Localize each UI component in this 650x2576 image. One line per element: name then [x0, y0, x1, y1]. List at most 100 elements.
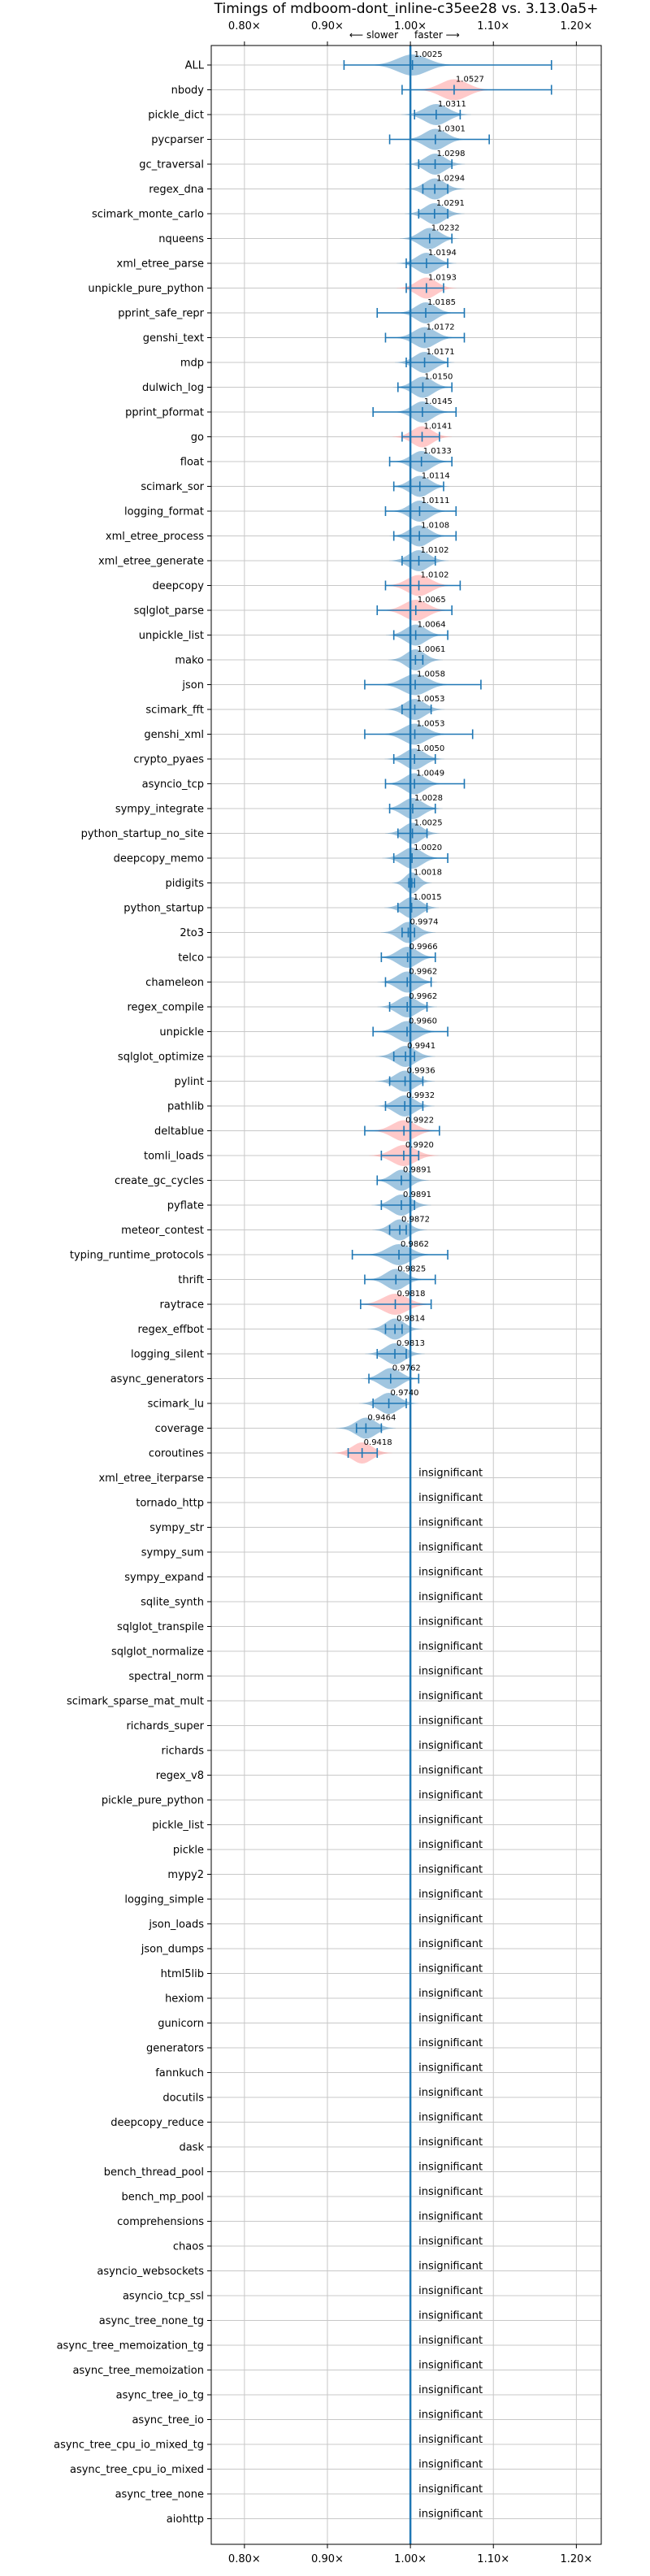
insignificant-label: insignificant: [418, 2360, 483, 2372]
value-label: 1.0291: [436, 199, 465, 208]
benchmark-label: deltablue: [154, 1125, 204, 1138]
value-label: 1.0050: [416, 744, 444, 753]
benchmark-label: pylint: [174, 1076, 204, 1088]
insignificant-label: insignificant: [418, 2013, 483, 2025]
benchmark-label: sqlite_synth: [141, 1597, 204, 1609]
benchmark-label: gunicorn: [158, 2018, 204, 2030]
benchmark-label: pathlib: [167, 1101, 204, 1113]
value-label: 1.0053: [417, 695, 445, 704]
insignificant-label: insignificant: [418, 1789, 483, 1802]
value-label: 1.0018: [414, 869, 442, 878]
insignificant-label: insignificant: [418, 2459, 483, 2471]
benchmark-label: richards: [162, 1746, 205, 1758]
value-label: 0.9920: [405, 1141, 434, 1150]
x-tick-label-top: 1.20×: [560, 20, 592, 33]
benchmark-label: async_tree_io_tg: [116, 2390, 204, 2402]
benchmark-label: scimark_monte_carlo: [92, 209, 204, 221]
value-label: 0.9818: [397, 1290, 426, 1299]
benchmark-label: coverage: [155, 1423, 204, 1435]
insignificant-label: insignificant: [418, 2434, 483, 2446]
benchmark-label: tornado_http: [136, 1498, 204, 1510]
benchmark-label: xml_etree_parse: [117, 258, 204, 271]
benchmark-label: pickle_pure_python: [102, 1795, 204, 1807]
value-label: 0.9960: [409, 1017, 437, 1026]
value-label: 0.9891: [403, 1166, 431, 1175]
benchmark-label: xml_etree_iterparse: [98, 1472, 204, 1485]
insignificant-label: insignificant: [418, 1815, 483, 1827]
insignificant-label: insignificant: [418, 2409, 483, 2422]
value-label: 1.0301: [437, 125, 466, 134]
value-label: 1.0053: [417, 720, 445, 729]
insignificant-label: insignificant: [418, 2087, 483, 2099]
value-label: 1.0232: [431, 224, 460, 233]
benchmark-label: deepcopy_memo: [114, 853, 204, 865]
plot-frame: [210, 45, 602, 2545]
insignificant-label: insignificant: [418, 1468, 483, 1480]
benchmark-label: coroutines: [149, 1448, 204, 1460]
value-label: 1.0049: [416, 770, 444, 778]
benchmark-label: gc_traversal: [139, 159, 204, 171]
benchmark-label: json_loads: [148, 1919, 204, 1931]
benchmark-label: mypy2: [167, 1869, 204, 1881]
benchmark-labels: ALL nbody pickle_dict pycparser gc_traversal…: [54, 50, 484, 2526]
value-label: 0.9464: [367, 1414, 396, 1423]
insignificant-label: insignificant: [418, 1864, 483, 1876]
insignificant-label: insignificant: [418, 1715, 483, 1728]
insignificant-label: insignificant: [418, 1542, 483, 1554]
value-label: 0.9825: [397, 1265, 426, 1274]
benchmark-label: async_generators: [110, 1373, 205, 1386]
benchmark-label: logging_format: [124, 506, 204, 518]
x-tick-label-top: 0.80×: [228, 20, 261, 33]
benchmark-label: thrift: [178, 1274, 204, 1286]
insignificant-label: insignificant: [418, 2335, 483, 2347]
x-axis-ticks: 0.80× 0.80× 0.90× 0.90× 1.00× 1.00× 1.10× 1.10×…: [207, 20, 592, 2565]
benchmark-label: regex_v8: [156, 1770, 204, 1782]
value-label: 0.9962: [409, 992, 437, 1001]
benchmark-label: hexiom: [165, 1993, 204, 2006]
benchmark-label: pickle_list: [152, 1819, 204, 1832]
benchmark-label: unpickle_pure_python: [88, 283, 204, 295]
value-label: 1.0102: [421, 571, 449, 580]
value-label: 1.0065: [418, 596, 446, 605]
insignificant-label: insignificant: [418, 1641, 483, 1653]
chart-title: Timings of mdboom-dont_inline-c35ee28 vs…: [214, 1, 599, 17]
insignificant-label: insignificant: [418, 1765, 483, 1777]
insignificant-label: insignificant: [418, 2509, 483, 2521]
benchmark-label: chameleon: [145, 977, 204, 989]
value-label: 0.9966: [410, 943, 438, 952]
benchmark-label: genshi_text: [143, 332, 204, 345]
benchmark-label: async_tree_io: [132, 2414, 204, 2426]
benchmark-label: pyflate: [167, 1200, 204, 1212]
value-label: 1.0294: [436, 175, 465, 184]
value-label: 1.0193: [428, 274, 457, 283]
insignificant-label: insignificant: [418, 2483, 483, 2496]
value-label: 1.0102: [421, 546, 449, 555]
insignificant-label: insignificant: [418, 2062, 483, 2075]
value-label: 0.9962: [409, 968, 437, 977]
insignificant-label: insignificant: [418, 2162, 483, 2174]
value-label: 1.0185: [427, 298, 456, 307]
insignificant-label: insignificant: [418, 1839, 483, 1851]
value-label: 0.9740: [391, 1389, 419, 1398]
benchmark-label: scimark_fft: [145, 705, 204, 717]
x-tick-label-bottom: 0.80×: [228, 2553, 261, 2565]
benchmark-label: python_startup_no_site: [81, 828, 204, 840]
value-label: 1.0311: [438, 100, 466, 109]
benchmark-label: asyncio_tcp: [142, 778, 204, 791]
insignificant-label: insignificant: [418, 1492, 483, 1504]
benchmark-label: sqlglot_normalize: [111, 1646, 204, 1659]
benchmark-label: sympy_sum: [141, 1547, 204, 1559]
insignificant-label: insignificant: [418, 2112, 483, 2124]
benchmark-label: scimark_lu: [148, 1399, 204, 1411]
benchmark-label: crypto_pyaes: [133, 754, 204, 766]
value-label: 0.9891: [403, 1190, 431, 1199]
value-label: 1.0145: [424, 397, 453, 406]
insignificant-label: insignificant: [418, 2384, 483, 2396]
benchmark-label: sqlglot_transpile: [117, 1621, 204, 1633]
benchmark-label: async_tree_cpu_io_mixed_tg: [54, 2439, 204, 2452]
benchmark-label: mako: [175, 655, 204, 667]
benchmark-label: genshi_xml: [144, 729, 204, 741]
benchmark-label: xml_etree_process: [106, 531, 204, 543]
benchmark-label: unpickle: [159, 1026, 204, 1039]
